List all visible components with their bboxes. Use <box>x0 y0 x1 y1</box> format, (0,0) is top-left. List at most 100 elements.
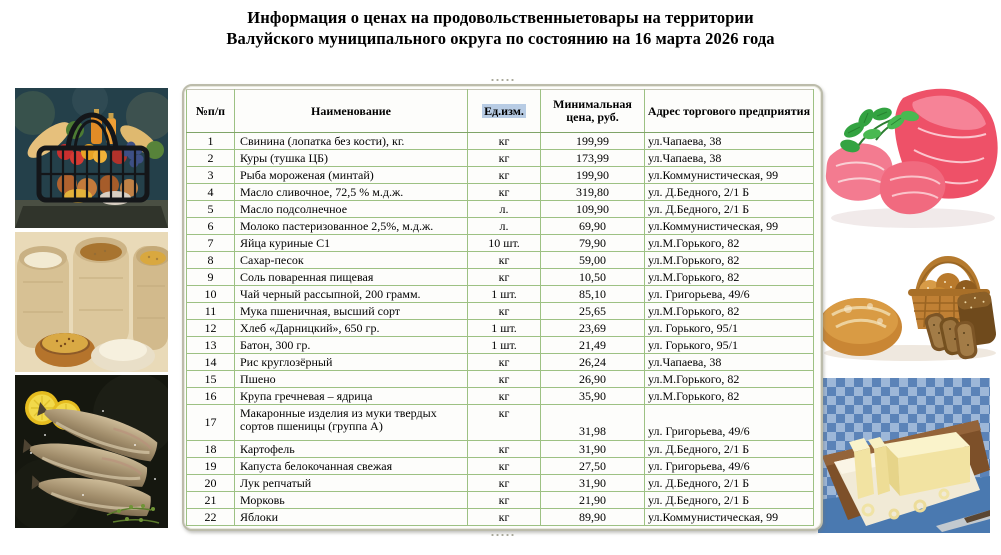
butter-photo <box>818 378 1001 533</box>
cell-unit: кг <box>467 251 541 269</box>
cell-min-price: 319,80 <box>540 183 645 201</box>
table-row: 1 Свинина (лопатка без кости), кг. кг 19… <box>186 132 814 150</box>
cell-unit: 1 шт. <box>467 285 541 303</box>
cell-store-address: ул.М.Горького, 82 <box>644 251 814 269</box>
cell-store-address: ул.Чапаева, 38 <box>644 132 814 150</box>
cell-product-name: Масло сливочное, 72,5 % м.д.ж. <box>234 183 468 201</box>
table-row: 2 Куры (тушка ЦБ) кг 173,99 ул.Чапаева, … <box>186 149 814 167</box>
cell-min-price: 23,69 <box>540 319 645 337</box>
table-row: 19 Капуста белокочанная свежая кг 27,50 … <box>186 457 814 475</box>
cell-unit: кг <box>467 440 541 458</box>
cell-row-number: 16 <box>186 387 235 405</box>
cell-min-price: 109,90 <box>540 200 645 218</box>
grocery-basket-photo <box>15 88 168 228</box>
cell-store-address: ул. Д.Бедного, 2/1 Б <box>644 200 814 218</box>
title-line1: Информация о ценах на продовольственныет… <box>247 8 754 27</box>
cell-min-price: 27,50 <box>540 457 645 475</box>
cell-min-price: 89,90 <box>540 508 645 526</box>
price-table-frame: №п/п Наименование Ед.изм. Минимальная це… <box>182 78 823 537</box>
cell-unit: л. <box>467 200 541 218</box>
table-row: 18 Картофель кг 31,90 ул. Д.Бедного, 2/1… <box>186 440 814 458</box>
cell-min-price: 173,99 <box>540 149 645 167</box>
cell-product-name: Яйца куриные С1 <box>234 234 468 252</box>
cell-store-address: ул. Д.Бедного, 2/1 Б <box>644 183 814 201</box>
cell-min-price: 85,10 <box>540 285 645 303</box>
cell-unit: 10 шт. <box>467 234 541 252</box>
table-row: 17 Макаронные изделия из муки твердых со… <box>186 404 814 441</box>
cell-product-name: Крупа гречневая – ядрица <box>234 387 468 405</box>
cell-min-price: 79,90 <box>540 234 645 252</box>
table-row: 16 Крупа гречневая – ядрица кг 35,90 ул.… <box>186 387 814 405</box>
table-body: 1 Свинина (лопатка без кости), кг. кг 19… <box>186 132 814 526</box>
price-table: №п/п Наименование Ед.изм. Минимальная це… <box>186 89 814 526</box>
cell-store-address: ул. Григорьева, 49/6 <box>644 457 814 475</box>
cell-min-price: 69,90 <box>540 217 645 235</box>
cell-unit: кг <box>467 457 541 475</box>
cell-product-name: Соль поваренная пищевая <box>234 268 468 286</box>
cell-product-name: Рис круглозёрный <box>234 353 468 371</box>
cell-product-name: Лук репчатый <box>234 474 468 492</box>
cell-row-number: 9 <box>186 268 235 286</box>
table-row: 7 Яйца куриные С1 10 шт. 79,90 ул.М.Горь… <box>186 234 814 252</box>
table-drag-handle-top[interactable] <box>489 78 516 82</box>
cell-unit: кг <box>467 474 541 492</box>
cell-store-address: ул. Григорьева, 49/6 <box>644 404 814 441</box>
cell-product-name: Макаронные изделия из муки твердых сорто… <box>234 404 468 441</box>
cell-unit: кг <box>467 302 541 320</box>
cell-unit: кг <box>467 132 541 150</box>
cell-store-address: ул.Коммунистическая, 99 <box>644 166 814 184</box>
col-header-num: №п/п <box>186 89 235 133</box>
cell-row-number: 20 <box>186 474 235 492</box>
cell-product-name: Мука пшеничная, высший сорт <box>234 302 468 320</box>
table-row: 8 Сахар-песок кг 59,00 ул.М.Горького, 82 <box>186 251 814 269</box>
table-row: 5 Масло подсолнечное л. 109,90 ул. Д.Бед… <box>186 200 814 218</box>
cell-unit: кг <box>467 166 541 184</box>
col-header-address: Адрес торгового предприятия <box>644 89 814 133</box>
grain-sacks-photo <box>15 232 168 372</box>
cell-unit: кг <box>467 491 541 509</box>
cell-min-price: 199,90 <box>540 166 645 184</box>
table-row: 4 Масло сливочное, 72,5 % м.д.ж. кг 319,… <box>186 183 814 201</box>
cell-min-price: 21,49 <box>540 336 645 354</box>
cell-store-address: ул. Д.Бедного, 2/1 Б <box>644 491 814 509</box>
cell-product-name: Куры (тушка ЦБ) <box>234 149 468 167</box>
frozen-fish-photo <box>15 375 168 528</box>
cell-row-number: 14 <box>186 353 235 371</box>
cell-product-name: Рыба мороженая (минтай) <box>234 166 468 184</box>
cell-store-address: ул. Д.Бедного, 2/1 Б <box>644 474 814 492</box>
bread-basket-photo <box>818 235 1001 365</box>
cell-store-address: ул. Горького, 95/1 <box>644 319 814 337</box>
cell-unit: кг <box>467 183 541 201</box>
cell-unit: 1 шт. <box>467 319 541 337</box>
cell-unit: кг <box>467 353 541 371</box>
cell-min-price: 199,99 <box>540 132 645 150</box>
cell-row-number: 22 <box>186 508 235 526</box>
col-header-unit: Ед.изм. <box>467 89 541 133</box>
cell-product-name: Чай черный рассыпной, 200 грамм. <box>234 285 468 303</box>
table-row: 14 Рис круглозёрный кг 26,24 ул.Чапаева,… <box>186 353 814 371</box>
table-row: 6 Молоко пастеризованное 2,5%, м.д.ж. л.… <box>186 217 814 235</box>
cell-unit: л. <box>467 217 541 235</box>
title-line2: Валуйского муниципального округа по сост… <box>226 29 775 48</box>
table-row: 3 Рыба мороженая (минтай) кг 199,90 ул.К… <box>186 166 814 184</box>
cell-store-address: ул.М.Горького, 82 <box>644 387 814 405</box>
col-header-name: Наименование <box>234 89 468 133</box>
cell-store-address: ул.М.Горького, 82 <box>644 268 814 286</box>
cell-min-price: 25,65 <box>540 302 645 320</box>
cell-store-address: ул.Чапаева, 38 <box>644 149 814 167</box>
cell-row-number: 1 <box>186 132 235 150</box>
cell-row-number: 13 <box>186 336 235 354</box>
cell-row-number: 19 <box>186 457 235 475</box>
table-row: 11 Мука пшеничная, высший сорт кг 25,65 … <box>186 302 814 320</box>
cell-store-address: ул.Коммунистическая, 99 <box>644 508 814 526</box>
selected-text-highlight[interactable]: Ед.изм. <box>482 103 526 118</box>
cell-unit: кг <box>467 370 541 388</box>
cell-unit: кг <box>467 149 541 167</box>
raw-meat-photo <box>818 78 1001 235</box>
cell-store-address: ул. Д.Бедного, 2/1 Б <box>644 440 814 458</box>
cell-product-name: Масло подсолнечное <box>234 200 468 218</box>
table-drag-handle-bottom[interactable] <box>489 533 516 537</box>
cell-product-name: Морковь <box>234 491 468 509</box>
cell-store-address: ул.Чапаева, 38 <box>644 353 814 371</box>
